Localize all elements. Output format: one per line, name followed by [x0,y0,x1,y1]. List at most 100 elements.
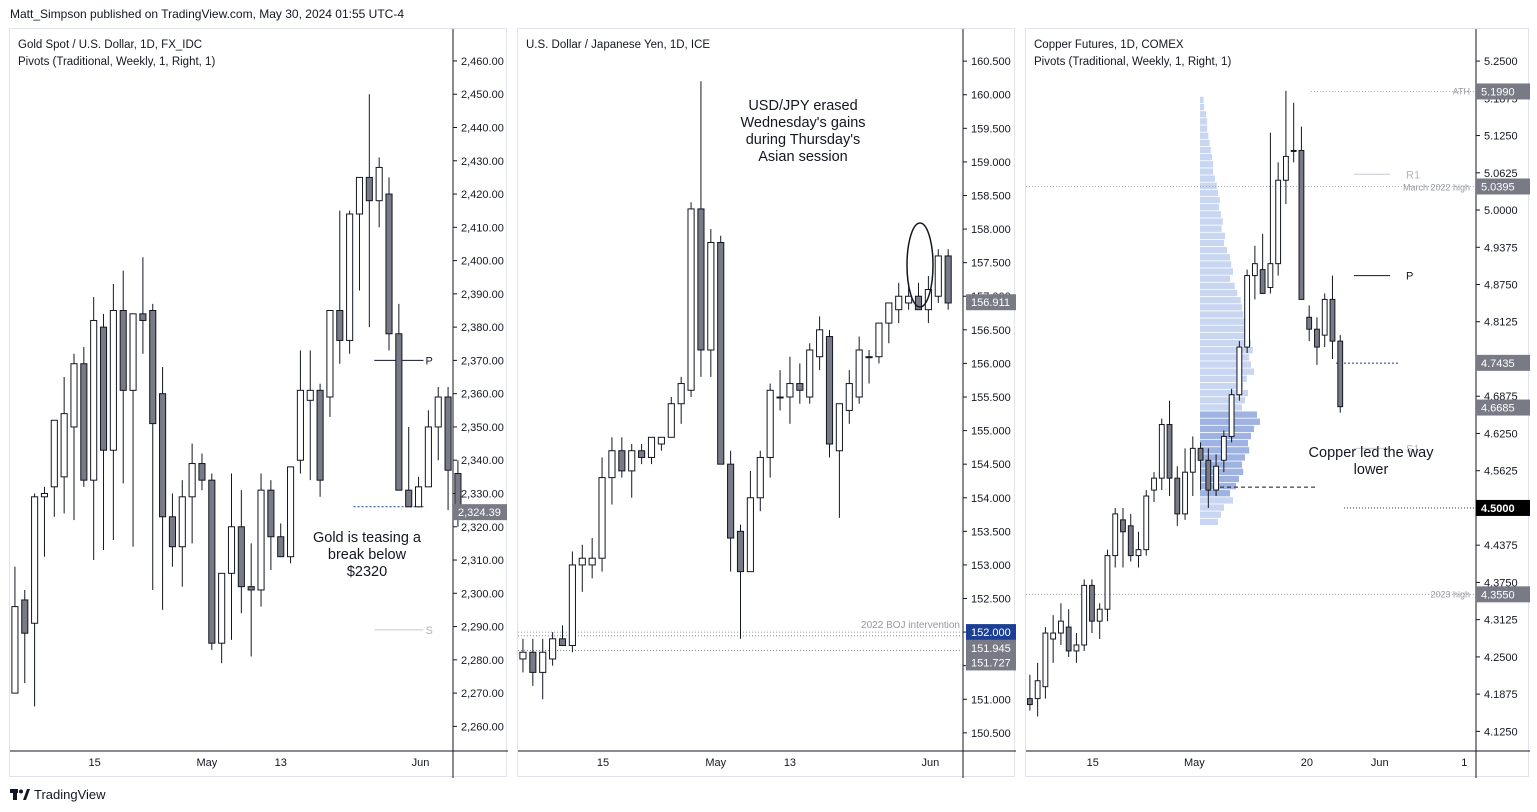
candle-up [1151,477,1157,491]
price-tick-label: 2,380.00 [461,322,504,334]
copper-chart-canvas[interactable]: 4.12504.18754.25004.31254.37504.43754.50… [1026,29,1530,778]
candle-up [519,651,527,660]
candle-up [1073,644,1080,652]
time-tick-label: 15 [89,757,101,769]
volume-profile-bar [1200,347,1253,354]
candle-up [707,242,715,351]
candle-down [1298,149,1305,300]
candle-up [905,295,913,304]
usdjpy-last-price-badge-bg [966,294,1016,311]
candle-up [1182,471,1188,515]
candle-down [1089,584,1095,622]
volume-profile-bar [1200,175,1215,182]
candle-up [766,389,774,458]
gold-chart-canvas[interactable]: 2,260.00 2,270.00 2,280.00 2,290.00 2,300.00… [10,29,508,778]
price-tick-label: 4.3125 [1484,615,1518,627]
price-tick-label: 157.500 [971,258,1011,270]
candle-up [934,255,942,297]
price-tick-label: 2,310.00 [461,555,504,567]
volume-profile-bar [1200,325,1248,332]
candle-up [667,403,675,438]
price-tick-label: 2,340.00 [461,455,504,467]
volume-profile-bar [1200,261,1232,268]
time-tick-label: 20 [1301,757,1313,769]
usdjpy-chart-title: U.S. Dollar / Japanese Yen, 1D, ICE [526,39,711,51]
candle-up [539,651,547,673]
volume-profile-bar [1200,275,1230,282]
copper-price-badge-bg [1476,354,1530,371]
usdjpy-chart-panel[interactable]: 150.500151.000151.500152.000152.500153.0… [517,28,1016,778]
candle-up [434,396,442,428]
time-tick-label: 13 [275,757,287,769]
price-tick-label: 155.000 [971,426,1011,438]
usdjpy-chart-canvas[interactable]: 150.500151.000151.500152.000152.500153.0… [518,29,1016,778]
copper-price-badge: 4.5000 [1481,503,1515,515]
price-tick-label: 156.500 [971,325,1011,337]
candle-down [385,193,393,335]
candle-up [257,489,265,591]
gold-chart-panel[interactable]: 2,260.00 2,270.00 2,280.00 2,290.00 2,300.00… [9,28,508,778]
candle-up [306,389,314,401]
price-tick-label: 2,280.00 [461,655,504,667]
usdjpy-annotation: USD/JPY erased Wednesday's gains during Th… [740,98,865,165]
gold-last-price-badge: 2,324.39 [458,507,501,519]
candle-up [855,349,863,398]
candle-up [588,557,596,566]
copper-pivots-legend[interactable]: Pivots (Traditional, Weekly, 1, Right, 1… [1034,56,1232,68]
price-tick-label: 2,450.00 [461,89,504,101]
volume-profile-bar [1200,268,1233,275]
volume-profile-bar [1200,518,1218,526]
gold-pivots-legend[interactable]: Pivots (Traditional, Weekly, 1, Right, 1… [18,56,216,68]
candle-up [1275,179,1282,265]
candle-up [776,396,784,399]
time-tick-label: 13 [784,757,796,769]
candle-down [247,586,255,591]
usdjpy-last-price-badge: 156.911 [971,297,1010,309]
price-tick-label: 2,420.00 [461,189,504,201]
gold-last-price-badge-bg [453,504,507,521]
time-tick-label: May [196,757,217,769]
volume-profile-bar [1200,103,1205,111]
copper-price-badge-bg [1476,178,1530,195]
price-tick-label: 2,260.00 [461,721,504,733]
price-tick-label: 2,410.00 [461,222,504,234]
candle-up [1042,632,1049,688]
candle-up [1290,149,1297,152]
candle-up [875,322,883,358]
2023-high-label: 2023 high [1430,589,1470,599]
volume-profile-bar [1200,118,1208,125]
footer-brand[interactable]: TradingView [10,787,106,802]
candle-up [1236,346,1243,396]
volume-profile-bar [1200,254,1230,261]
copper-price-badge-bg [1476,586,1530,603]
candle-up [188,463,196,498]
price-tick-label: 4.8750 [1484,280,1518,292]
candle-up [786,383,794,398]
candle-down [444,396,452,471]
candle-up [70,363,78,428]
candle-down [1197,447,1204,461]
candle-up [924,289,932,311]
candle-down [618,450,626,472]
candle-up [11,606,19,694]
candle-down [267,489,275,538]
publisher-header: Matt_Simpson published on TradingView.co… [10,7,404,21]
time-tick-label: 15 [597,757,609,769]
copper-chart-panel[interactable]: 4.12504.18754.25004.31254.37504.43754.50… [1025,28,1530,778]
candle-down [1166,424,1173,479]
footer-brand-label: TradingView [34,787,106,802]
volume-profile-bar [1200,354,1250,361]
candle-down [944,255,952,304]
time-tick-label: 1 [1461,757,1467,769]
price-tick-label: 2,290.00 [461,622,504,634]
price-tick-label: 5.0625 [1484,168,1518,180]
price-tick-label: 2,390.00 [461,289,504,301]
candle-down [99,326,108,451]
candle-down [1174,477,1181,515]
copper-annotation: Copper led the way lower [1309,445,1435,478]
boj-151945-badge: 151.945 [971,643,1011,655]
candle-down [80,363,88,481]
candle-up [1143,495,1150,551]
candle-up [845,383,853,411]
volume-profile-bar [1200,139,1210,147]
